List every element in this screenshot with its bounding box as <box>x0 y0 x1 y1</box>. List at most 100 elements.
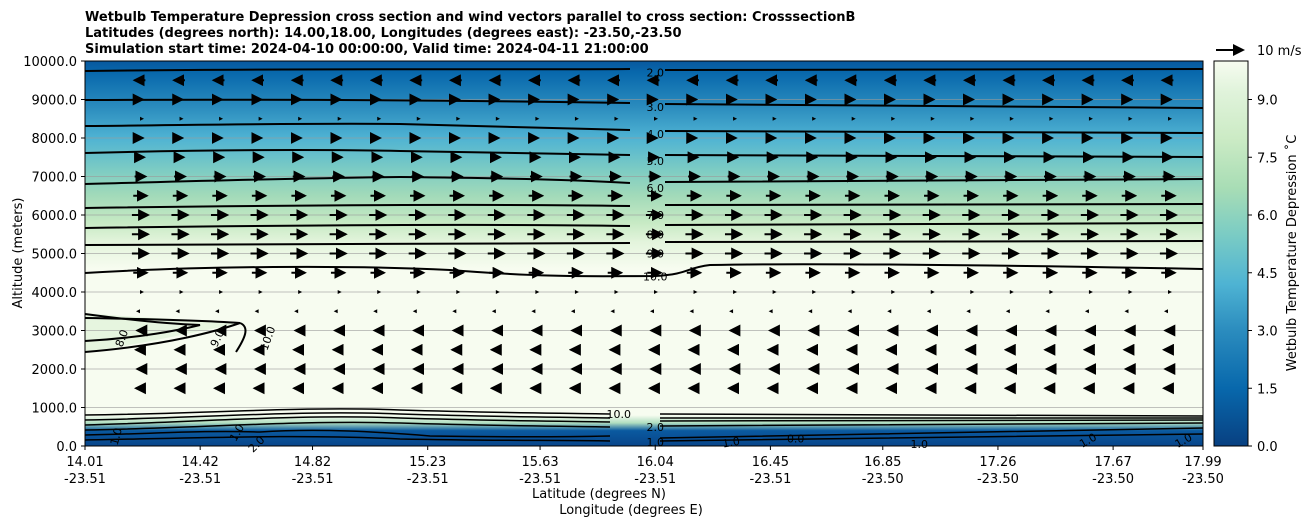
contour-label: 2.0 <box>646 67 664 80</box>
wind-arrow <box>136 309 140 314</box>
title-line-3: Simulation start time: 2024-04-10 00:00:… <box>85 42 649 57</box>
wind-arrow <box>1088 116 1093 121</box>
y-tick-label: 9000.0 <box>32 94 78 109</box>
y-tick-label: 3000.0 <box>32 325 78 340</box>
wind-arrow <box>970 116 975 121</box>
wind-arrow <box>891 116 896 121</box>
contour-lines-boundary-layer <box>84 408 1204 442</box>
contour-line-9.0 <box>84 240 1204 246</box>
contour-label: 1.0 <box>108 426 125 446</box>
wind-arrow <box>812 116 817 121</box>
colorbar: 0.0 1.5 3.0 4.5 6.0 7.5 9.0 Wetbulb Temperatur… <box>1213 60 1300 455</box>
wind-arrow <box>179 116 184 121</box>
contour-label: 3.0 <box>646 101 664 114</box>
y-tick-label: 2000.0 <box>32 363 78 378</box>
colorbar-tick-label: 9.0 <box>1257 94 1278 109</box>
wind-arrow <box>258 116 263 121</box>
wind-arrow <box>531 309 536 314</box>
x-tick-label-lon: -23.51 <box>749 472 791 487</box>
x-tick-label-lat: 17.67 <box>1095 455 1132 470</box>
wind-arrow <box>930 116 935 121</box>
y-axis-label: Altitude (meters) <box>11 198 26 309</box>
wind-arrow <box>495 290 500 294</box>
wind-arrow <box>416 290 421 294</box>
x-tick-label-lat: 16.04 <box>637 455 674 470</box>
x-tick-label-lon: -23.50 <box>1092 472 1134 487</box>
y-axis: 0.0 1000.0 2000.0 3000.0 4000.0 5000.0 6000.0 7… <box>23 55 85 455</box>
x-tick-label-lat: 14.42 <box>182 455 219 470</box>
x-tick-label-lon: -23.51 <box>634 472 676 487</box>
x-tick-label-lat: 14.01 <box>66 455 103 470</box>
wind-arrow <box>258 290 263 294</box>
contour-label: 1.0 <box>721 435 740 451</box>
wind-arrow <box>574 290 579 294</box>
wind-arrow <box>729 309 734 314</box>
contour-label: 0.0 <box>787 432 805 445</box>
wind-arrow <box>614 116 619 121</box>
wind-arrow <box>1045 309 1050 314</box>
y-tick-label: 0.0 <box>56 440 77 455</box>
wind-arrow <box>808 309 813 314</box>
contour-label: 1.0 <box>911 438 929 451</box>
wind-arrow <box>337 290 342 294</box>
wind-arrow <box>847 309 852 314</box>
plot-area: 2.03.04.05.06.07.08.09.010.08.0 9.0 10.010… <box>84 60 1204 455</box>
contour-line-7.0 <box>84 202 1204 209</box>
wind-arrow <box>1168 116 1172 121</box>
wind-arrow <box>495 116 500 121</box>
wind-arrow <box>812 290 817 294</box>
contour-label: 2.0 <box>646 421 664 434</box>
wind-arrow <box>535 116 540 121</box>
wind-arrow <box>654 290 658 294</box>
wind-arrow <box>1049 116 1054 121</box>
wind-arrow <box>733 290 738 294</box>
title-line-2: Latitudes (degrees north): 14.00,18.00, … <box>85 26 682 41</box>
wind-arrow <box>337 116 342 121</box>
wind-arrow <box>175 309 180 314</box>
wind-arrow <box>1164 309 1168 314</box>
wind-arrow <box>377 290 382 294</box>
wind-arrow <box>693 290 698 294</box>
quiver-key-label: 10 m/s <box>1257 44 1302 59</box>
colorbar-fill <box>1213 60 1249 447</box>
colorbar-tick-label: 1.5 <box>1257 382 1278 397</box>
contour-label: 10.0 <box>643 271 668 284</box>
colorbar-tick-label: 0.0 <box>1257 440 1278 455</box>
wind-arrow <box>416 116 421 121</box>
contour-label: 6.0 <box>646 182 664 195</box>
wind-arrow <box>966 309 971 314</box>
wind-arrow <box>887 309 892 314</box>
x-axis-label-secondary: Longitude (degrees E) <box>559 503 703 518</box>
x-tick-label-lon: -23.50 <box>977 472 1019 487</box>
x-tick-label-lon: -23.51 <box>407 472 449 487</box>
wind-arrow <box>610 309 615 314</box>
y-tick-label: 7000.0 <box>32 171 78 186</box>
wind-arrow <box>970 290 975 294</box>
x-tick-label-lon: -23.50 <box>1182 472 1224 487</box>
x-tick-label-lat: 16.45 <box>752 455 789 470</box>
x-tick-label-lon: -23.51 <box>64 472 106 487</box>
wind-vectors <box>131 74 1179 395</box>
wind-arrow <box>1124 309 1129 314</box>
contour-line-4.0 <box>84 122 1204 134</box>
contour-label: 4.0 <box>646 128 664 141</box>
x-tick-label-lat: 15.23 <box>409 455 446 470</box>
wind-arrow <box>140 116 144 121</box>
wind-arrow <box>333 309 338 314</box>
wind-arrow <box>1128 116 1133 121</box>
contour-label: 7.0 <box>646 209 664 222</box>
x-tick-label-lon: -23.51 <box>292 472 334 487</box>
wind-arrow <box>614 290 619 294</box>
wind-arrow <box>373 309 378 314</box>
contour-label: 8.0 <box>646 228 664 241</box>
wind-arrow <box>1009 290 1014 294</box>
wind-arrow <box>215 309 220 314</box>
wind-arrow <box>650 309 654 314</box>
wind-arrow <box>298 116 303 121</box>
x-tick-label-lat: 16.85 <box>864 455 901 470</box>
wind-arrow <box>693 116 698 121</box>
x-tick-label-lat: 15.63 <box>521 455 558 470</box>
wind-arrow <box>570 309 575 314</box>
contour-line-8.0 <box>84 222 1204 229</box>
wind-arrow <box>1088 290 1093 294</box>
